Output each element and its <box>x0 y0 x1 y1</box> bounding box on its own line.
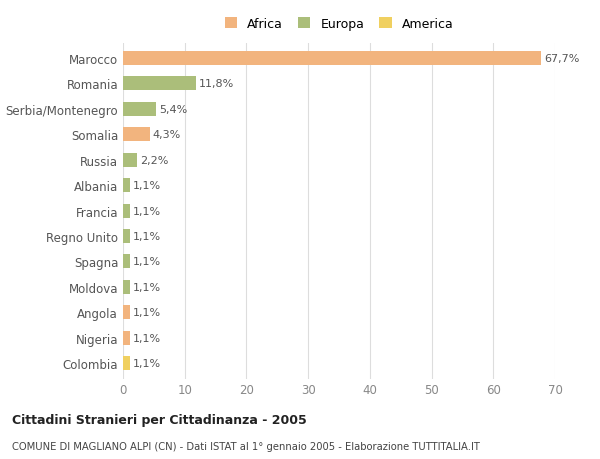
Text: 1,1%: 1,1% <box>133 257 161 267</box>
Text: 11,8%: 11,8% <box>199 79 234 89</box>
Bar <box>123 331 130 345</box>
Bar <box>123 153 137 168</box>
Bar <box>123 306 130 319</box>
Text: 1,1%: 1,1% <box>133 181 161 191</box>
Bar <box>123 52 541 66</box>
Text: 1,1%: 1,1% <box>133 358 161 369</box>
Text: 1,1%: 1,1% <box>133 282 161 292</box>
Text: 1,1%: 1,1% <box>133 231 161 241</box>
Bar <box>123 357 130 370</box>
Text: 5,4%: 5,4% <box>160 105 188 115</box>
Text: COMUNE DI MAGLIANO ALPI (CN) - Dati ISTAT al 1° gennaio 2005 - Elaborazione TUTT: COMUNE DI MAGLIANO ALPI (CN) - Dati ISTA… <box>12 441 480 451</box>
Bar <box>123 230 130 244</box>
Bar <box>123 77 196 91</box>
Text: 2,2%: 2,2% <box>140 156 168 165</box>
Bar <box>123 280 130 294</box>
Text: Cittadini Stranieri per Cittadinanza - 2005: Cittadini Stranieri per Cittadinanza - 2… <box>12 413 307 426</box>
Text: 1,1%: 1,1% <box>133 206 161 216</box>
Text: 67,7%: 67,7% <box>544 54 579 64</box>
Bar <box>123 103 157 117</box>
Bar <box>123 179 130 193</box>
Bar <box>123 204 130 218</box>
Text: 1,1%: 1,1% <box>133 308 161 318</box>
Bar <box>123 255 130 269</box>
Text: 1,1%: 1,1% <box>133 333 161 343</box>
Bar <box>123 128 149 142</box>
Text: 4,3%: 4,3% <box>152 130 181 140</box>
Legend: Africa, Europa, America: Africa, Europa, America <box>224 18 454 31</box>
